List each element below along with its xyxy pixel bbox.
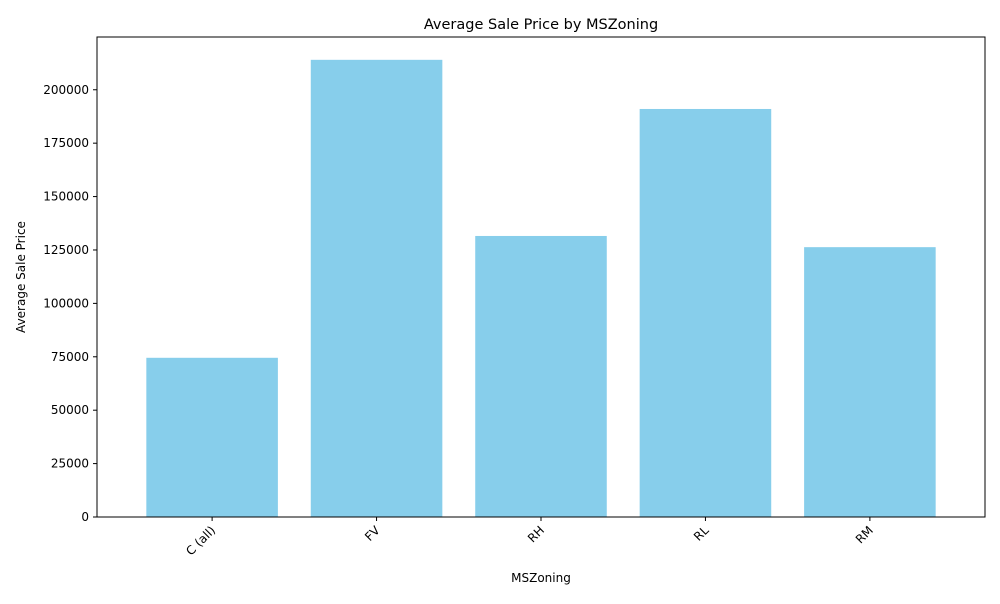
y-tick-label: 175000 bbox=[43, 136, 89, 150]
plot-frame bbox=[96, 36, 986, 518]
y-tick-label: 25000 bbox=[51, 457, 89, 471]
bar-c-all bbox=[146, 357, 278, 517]
x-tick-label: RM bbox=[853, 523, 876, 546]
y-tick-label: 125000 bbox=[43, 243, 89, 257]
y-tick-label: 150000 bbox=[43, 190, 89, 204]
x-tick-label: C (all) bbox=[183, 523, 218, 558]
bar-rl bbox=[639, 108, 772, 517]
y-tick-label: 50000 bbox=[51, 403, 89, 417]
bar-rh bbox=[475, 235, 607, 517]
bars-layer bbox=[146, 59, 936, 518]
x-axis: C (all) FV RH RL RM bbox=[183, 517, 876, 558]
bar-fv bbox=[310, 59, 443, 517]
bar-rm bbox=[804, 247, 936, 518]
y-tick-label: 0 bbox=[81, 510, 89, 524]
x-tick-label: RL bbox=[691, 523, 712, 544]
y-tick-label: 200000 bbox=[43, 83, 89, 97]
x-axis-label: MSZoning bbox=[511, 571, 571, 585]
x-tick-label: RH bbox=[525, 523, 547, 545]
x-tick-label: FV bbox=[362, 523, 383, 544]
y-tick-label: 75000 bbox=[51, 350, 89, 364]
y-axis: 0 25000 50000 75000 100000 125000 150000 175000… bbox=[43, 83, 97, 524]
y-tick-label: 100000 bbox=[43, 296, 89, 310]
chart-title: Average Sale Price by MSZoning bbox=[424, 17, 658, 33]
y-axis-label: Average Sale Price bbox=[14, 221, 28, 333]
